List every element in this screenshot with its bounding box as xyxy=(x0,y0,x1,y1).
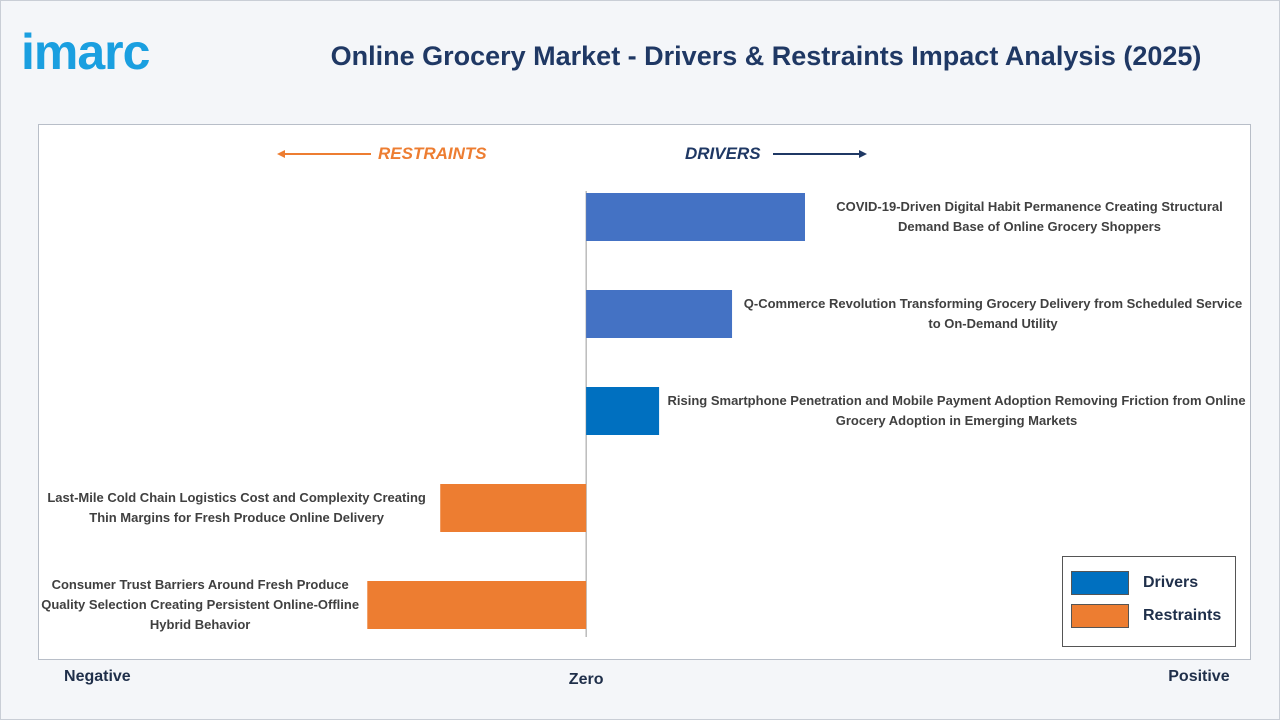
legend-label: Drivers xyxy=(1143,574,1199,591)
legend-swatch xyxy=(1071,604,1129,628)
x-tick-label: Zero xyxy=(568,671,604,688)
bar xyxy=(586,387,660,435)
annotation: DRIVERS xyxy=(685,144,761,163)
bar xyxy=(586,290,733,338)
legend-item: Drivers xyxy=(1071,571,1198,595)
legend-label: Restraints xyxy=(1143,607,1222,624)
legend-item: Restraints xyxy=(1071,604,1221,628)
category-label: Consumer Trust Barriers Around Fresh Pro… xyxy=(41,577,360,632)
bar xyxy=(367,581,587,629)
chart-title: Online Grocery Market - Drivers & Restra… xyxy=(330,41,1202,71)
bar xyxy=(440,484,587,532)
legend-swatch xyxy=(1071,571,1129,595)
x-tick-label: Negative xyxy=(64,668,131,685)
x-tick-label: Positive xyxy=(1168,668,1230,685)
category-label: Rising Smartphone Penetration and Mobile… xyxy=(667,393,1246,428)
bar xyxy=(586,193,805,241)
logo: imarc xyxy=(21,24,150,80)
category-label: Last-Mile Cold Chain Logistics Cost and … xyxy=(47,490,426,525)
arrow-head xyxy=(859,150,867,158)
arrow-head xyxy=(277,150,285,158)
category-label: COVID-19-Driven Digital Habit Permanence… xyxy=(836,199,1223,234)
category-label: Q-Commerce Revolution Transforming Groce… xyxy=(743,296,1243,331)
legend: Drivers Restraints xyxy=(1062,556,1236,647)
annotation: RESTRAINTS xyxy=(378,144,487,163)
